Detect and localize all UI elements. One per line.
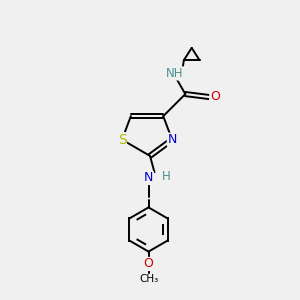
Text: S: S: [118, 133, 126, 147]
Text: H: H: [162, 170, 171, 183]
Text: CH₃: CH₃: [139, 274, 158, 284]
Text: N: N: [144, 172, 153, 184]
Text: N: N: [167, 133, 177, 146]
Text: NH: NH: [166, 67, 184, 80]
Text: O: O: [144, 257, 154, 271]
Text: O: O: [210, 91, 220, 103]
